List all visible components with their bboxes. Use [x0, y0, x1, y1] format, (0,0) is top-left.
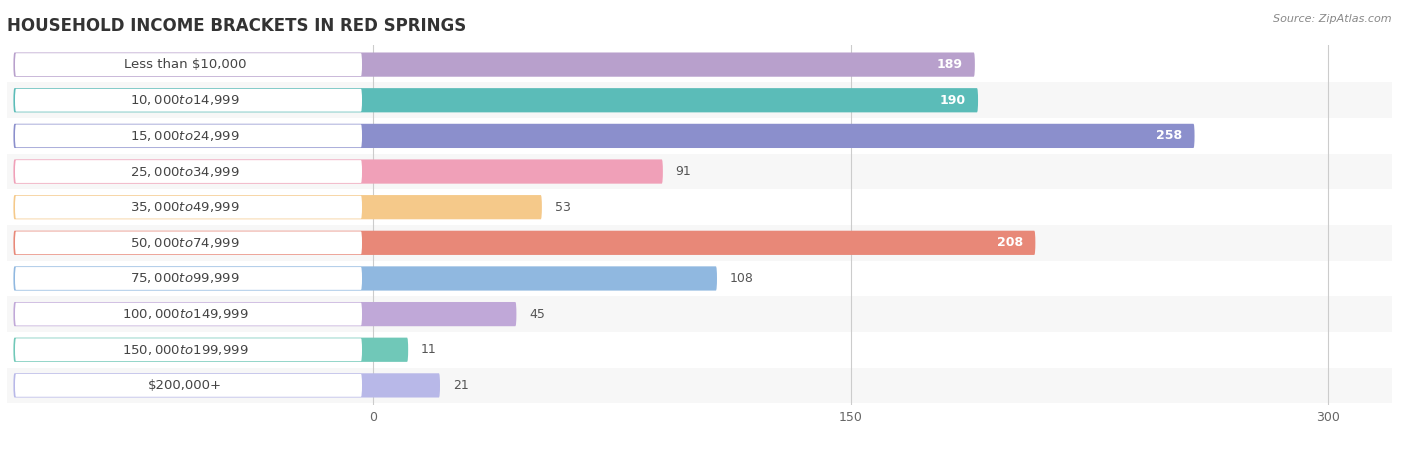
- Text: 11: 11: [420, 343, 437, 356]
- Text: 208: 208: [997, 236, 1022, 249]
- Text: Less than $10,000: Less than $10,000: [124, 58, 246, 71]
- FancyBboxPatch shape: [15, 303, 361, 325]
- FancyBboxPatch shape: [14, 53, 974, 76]
- Bar: [7, 82, 1392, 118]
- Bar: [7, 225, 1392, 261]
- Bar: [7, 332, 1392, 368]
- FancyBboxPatch shape: [14, 302, 516, 326]
- Bar: [7, 296, 1392, 332]
- Text: 258: 258: [1156, 130, 1182, 142]
- FancyBboxPatch shape: [14, 338, 408, 362]
- FancyBboxPatch shape: [14, 124, 1195, 148]
- Text: 91: 91: [676, 165, 692, 178]
- Text: $50,000 to $74,999: $50,000 to $74,999: [131, 236, 240, 250]
- FancyBboxPatch shape: [15, 267, 361, 290]
- Text: 189: 189: [936, 58, 962, 71]
- Text: $100,000 to $149,999: $100,000 to $149,999: [122, 307, 249, 321]
- Text: $15,000 to $24,999: $15,000 to $24,999: [131, 129, 240, 143]
- FancyBboxPatch shape: [15, 125, 361, 147]
- FancyBboxPatch shape: [15, 89, 361, 112]
- Bar: [7, 261, 1392, 296]
- Text: 108: 108: [730, 272, 754, 285]
- FancyBboxPatch shape: [14, 231, 1035, 255]
- Text: HOUSEHOLD INCOME BRACKETS IN RED SPRINGS: HOUSEHOLD INCOME BRACKETS IN RED SPRINGS: [7, 17, 467, 35]
- FancyBboxPatch shape: [15, 53, 361, 76]
- Bar: [7, 118, 1392, 154]
- Bar: [7, 189, 1392, 225]
- FancyBboxPatch shape: [15, 231, 361, 254]
- FancyBboxPatch shape: [15, 374, 361, 397]
- FancyBboxPatch shape: [14, 374, 440, 397]
- Text: 53: 53: [554, 201, 571, 214]
- FancyBboxPatch shape: [15, 160, 361, 183]
- Text: $75,000 to $99,999: $75,000 to $99,999: [131, 271, 240, 285]
- Bar: [7, 368, 1392, 403]
- Text: 45: 45: [529, 308, 546, 320]
- Bar: [7, 47, 1392, 82]
- FancyBboxPatch shape: [14, 195, 541, 219]
- FancyBboxPatch shape: [15, 338, 361, 361]
- Text: $35,000 to $49,999: $35,000 to $49,999: [131, 200, 240, 214]
- Text: $10,000 to $14,999: $10,000 to $14,999: [131, 93, 240, 107]
- FancyBboxPatch shape: [14, 266, 717, 291]
- FancyBboxPatch shape: [14, 159, 662, 184]
- Text: 190: 190: [939, 94, 966, 107]
- FancyBboxPatch shape: [14, 88, 979, 112]
- Text: $150,000 to $199,999: $150,000 to $199,999: [122, 343, 249, 357]
- Bar: [7, 154, 1392, 189]
- FancyBboxPatch shape: [15, 196, 361, 219]
- Text: 21: 21: [453, 379, 468, 392]
- Text: Source: ZipAtlas.com: Source: ZipAtlas.com: [1274, 14, 1392, 23]
- Text: $200,000+: $200,000+: [148, 379, 222, 392]
- Text: $25,000 to $34,999: $25,000 to $34,999: [131, 165, 240, 179]
